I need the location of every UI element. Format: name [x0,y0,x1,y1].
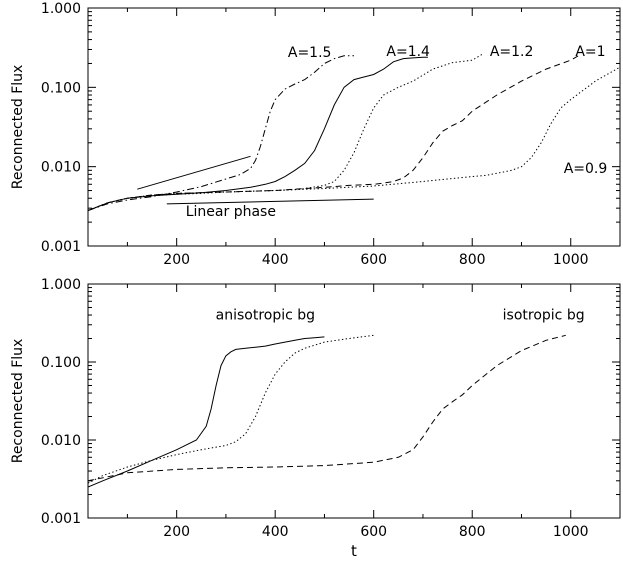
series-line-3 [88,334,566,482]
x-tick-label: 1000 [553,524,589,540]
y-tick-label: 0.010 [41,433,81,449]
plot-frame [87,7,621,247]
linear-phase-guide-line [166,198,374,205]
x-tick-label: 1000 [553,252,589,268]
x-tick-label: 600 [360,252,387,268]
bottom-panel: 200 400 600 800 1000 0.001 0.010 0.100 1.000 Reco… [10,277,621,560]
x-tick-label: 600 [360,524,387,540]
x-tick-label: 400 [262,252,289,268]
annotation-label: A=0.9 [564,161,608,177]
y-tick-label: 1.000 [41,277,81,293]
y-tick-label: 0.001 [41,511,81,527]
annotation-label: A=1.5 [288,45,332,61]
x-tick-label: 200 [163,252,190,268]
annotation-label: anisotropic bg [216,308,315,324]
annotation-label: isotropic bg [503,308,585,324]
annotation-label: Linear phase [186,204,276,220]
x-axis-title: t [351,542,357,560]
y-tick-label: 1.000 [41,1,81,17]
series-line-1 [88,336,325,488]
series-line-2 [88,334,374,484]
y-axis-title: Reconnected Flux [10,339,26,464]
x-tick-label: 200 [163,524,190,540]
series-line-a-1 [88,53,581,211]
y-tick-label: 0.100 [41,355,81,371]
annotation-label: A=1.2 [490,44,534,60]
plot-frame [87,283,621,519]
linear-phase-guide-line [137,155,251,190]
y-tick-label: 0.001 [41,239,81,255]
y-axis-title: Reconnected Flux [10,65,26,190]
annotation-label: A=1.4 [386,44,430,60]
x-tick-label: 800 [459,524,486,540]
series-line-a-1-2 [88,53,483,211]
series-line-a-0-9 [88,66,620,211]
y-tick-label: 0.100 [41,80,81,96]
y-tick-label: 0.010 [41,160,81,176]
series-line-a-1-5 [88,55,354,211]
x-tick-label: 400 [262,524,289,540]
series-line-a-1-4 [88,56,428,211]
top-panel: 200 400 600 800 1000 0.001 0.010 0.100 1.000 Reco… [10,1,621,268]
x-tick-label: 800 [459,252,486,268]
annotation-label: A=1 [575,44,605,60]
